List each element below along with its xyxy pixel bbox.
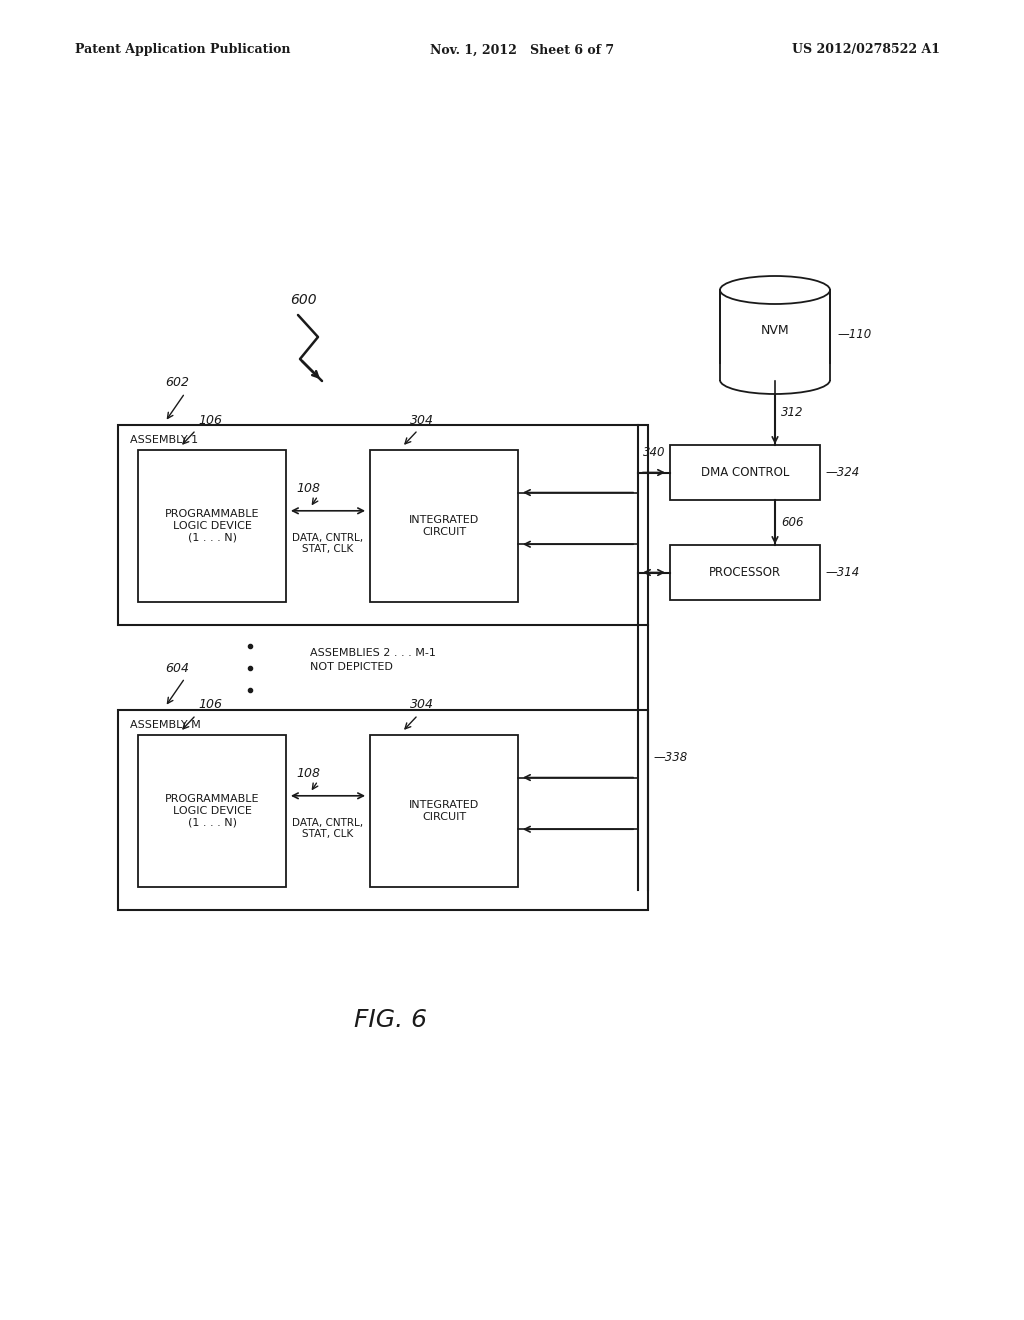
Text: 106: 106 [198,698,222,711]
Text: —110: —110 [838,329,872,342]
Text: DATA, CNTRL,
STAT, CLK: DATA, CNTRL, STAT, CLK [293,818,364,840]
Text: —314: —314 [826,566,860,579]
Text: DMA CONTROL: DMA CONTROL [700,466,790,479]
Bar [715,364,835,380]
Bar [670,445,820,500]
Text: 312: 312 [781,407,804,418]
Bar [118,710,648,909]
Text: 600: 600 [290,293,316,308]
Text: Nov. 1, 2012   Sheet 6 of 7: Nov. 1, 2012 Sheet 6 of 7 [430,44,614,57]
Text: PROCESSOR: PROCESSOR [709,566,781,579]
Text: 108: 108 [296,767,319,780]
Text: ASSEMBLIES 2 . . . M-1
NOT DEPICTED: ASSEMBLIES 2 . . . M-1 NOT DEPICTED [310,648,436,672]
Text: 604: 604 [165,661,189,675]
Text: 106: 106 [198,413,222,426]
Text: Patent Application Publication: Patent Application Publication [75,44,291,57]
Text: ASSEMBLY M: ASSEMBLY M [130,719,201,730]
Text: PROGRAMMABLE
LOGIC DEVICE
(1 . . . N): PROGRAMMABLE LOGIC DEVICE (1 . . . N) [165,795,259,828]
Text: 304: 304 [410,698,434,711]
Text: —324: —324 [826,466,860,479]
Bar [670,545,820,601]
Text: INTEGRATED
CIRCUIT: INTEGRATED CIRCUIT [409,515,479,537]
Text: INTEGRATED
CIRCUIT: INTEGRATED CIRCUIT [409,800,479,822]
Text: 606: 606 [781,516,804,529]
Ellipse shape [720,366,830,393]
Text: PROGRAMMABLE
LOGIC DEVICE
(1 . . . N): PROGRAMMABLE LOGIC DEVICE (1 . . . N) [165,510,259,543]
Bar [118,425,648,624]
Bar [720,290,830,380]
Text: 340: 340 [643,446,666,459]
Text: FIG. 6: FIG. 6 [353,1008,427,1032]
Text: ASSEMBLY 1: ASSEMBLY 1 [130,436,198,445]
Text: 602: 602 [165,376,189,389]
Text: US 2012/0278522 A1: US 2012/0278522 A1 [792,44,940,57]
Bar [138,735,286,887]
Text: —338: —338 [654,751,688,764]
Text: NVM: NVM [761,323,790,337]
Bar [370,450,518,602]
Text: DATA, CNTRL,
STAT, CLK: DATA, CNTRL, STAT, CLK [293,533,364,554]
Ellipse shape [720,276,830,304]
Bar [138,450,286,602]
Text: 108: 108 [296,482,319,495]
Bar [370,735,518,887]
Text: 304: 304 [410,413,434,426]
